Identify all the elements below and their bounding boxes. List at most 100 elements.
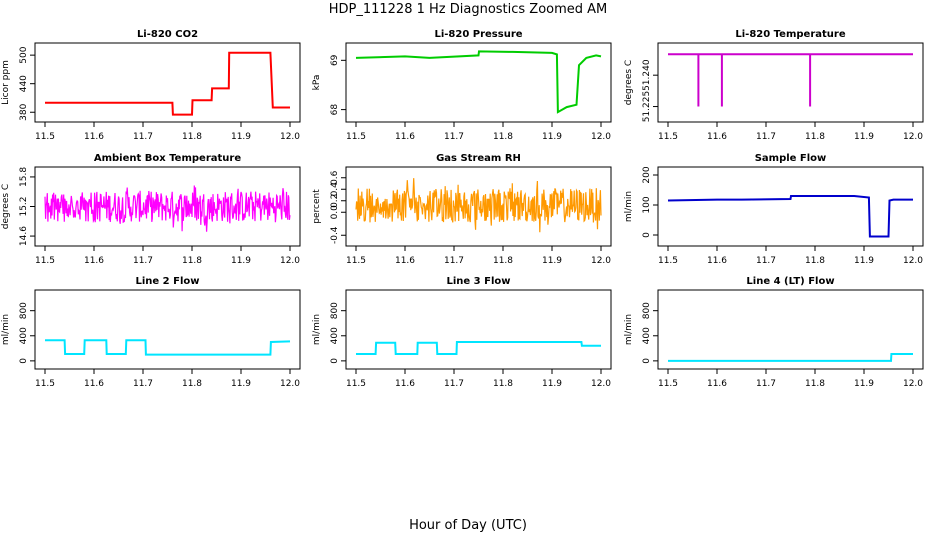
y-tick-label: -0.4 [330, 226, 340, 244]
x-tick-label: 12.0 [591, 256, 611, 266]
x-tick-label: 11.5 [658, 379, 678, 389]
y-axis-label: degrees C [1, 184, 11, 229]
x-tick-label: 11.6 [395, 132, 415, 142]
x-tick-label: 11.6 [84, 132, 104, 142]
y-tick-label: 0.4 [330, 182, 340, 197]
x-tick-label: 11.8 [182, 256, 202, 266]
x-tick-label: 11.6 [707, 132, 727, 142]
panel-title: Ambient Box Temperature [94, 153, 241, 164]
x-tick-label: 12.0 [591, 132, 611, 142]
x-tick-label: 11.5 [346, 132, 366, 142]
panel-title: Li-820 Pressure [434, 29, 522, 40]
series-line [355, 178, 602, 233]
x-tick-label: 11.6 [395, 256, 415, 266]
x-tick-label: 11.6 [707, 256, 727, 266]
plot-frame [34, 42, 301, 123]
x-tick-label: 12.0 [280, 132, 300, 142]
x-tick-label: 11.8 [493, 132, 513, 142]
panel-7: Line 2 Flow 11.5 11.6 11.7 11.8 11.9 12.0 0 400 8… [1, 276, 301, 389]
panel-3: Li-820 Temperature 11.5 11.6 11.7 11.8 11.9 12… [624, 29, 924, 142]
y-tick-label: 51.240 [642, 59, 652, 91]
x-tick-label: 12.0 [591, 379, 611, 389]
y-tick-label: 69 [330, 54, 340, 66]
x-tick-label: 11.6 [84, 379, 104, 389]
x-tick-label: 12.0 [280, 379, 300, 389]
series-line [45, 339, 291, 356]
plot-frame [657, 289, 924, 370]
x-tick-label: 11.5 [658, 256, 678, 266]
x-tick-label: 11.9 [231, 379, 251, 389]
x-tick-label: 11.8 [182, 379, 202, 389]
x-tick-label: 11.5 [346, 379, 366, 389]
x-tick-label: 11.5 [658, 132, 678, 142]
x-tick-label: 11.7 [444, 379, 464, 389]
x-tick-label: 11.7 [756, 379, 776, 389]
x-tick-label: 11.9 [854, 379, 874, 389]
y-tick-label: 15.8 [19, 167, 29, 187]
x-tick-label: 11.6 [707, 379, 727, 389]
y-tick-label: 68 [330, 104, 340, 116]
panel-title: Line 2 Flow [136, 276, 200, 287]
y-axis-label: Licor ppm [1, 60, 11, 105]
x-tick-label: 11.7 [756, 132, 776, 142]
x-tick-label: 11.5 [35, 379, 55, 389]
x-tick-label: 11.7 [133, 256, 153, 266]
panel-4: Ambient Box Temperature 11.5 11.6 11.7 11.8 1… [1, 153, 301, 266]
y-tick-label: 800 [642, 302, 652, 319]
series-line [355, 50, 602, 114]
y-tick-label: 0 [642, 358, 652, 364]
y-tick-label: 380 [19, 103, 29, 120]
x-tick-label: 11.7 [756, 256, 776, 266]
series-line [667, 195, 913, 238]
x-tick-label: 12.0 [903, 256, 923, 266]
x-tick-label: 11.7 [133, 379, 153, 389]
series-line [356, 341, 601, 355]
y-tick-label: 800 [330, 302, 340, 319]
x-tick-label: 12.0 [280, 256, 300, 266]
panel-8: Line 3 Flow 11.5 11.6 11.7 11.8 11.9 12.0 0 400 8… [312, 276, 612, 389]
series-line [668, 353, 913, 362]
y-tick-label: 400 [330, 327, 340, 344]
y-tick-label: 51.225 [642, 91, 652, 123]
panel-title: Gas Stream RH [436, 153, 521, 164]
x-tick-label: 11.7 [444, 132, 464, 142]
y-axis-label: ml/min [624, 191, 634, 222]
y-tick-label: 0 [330, 358, 340, 364]
x-tick-label: 12.0 [903, 379, 923, 389]
x-tick-label: 11.8 [805, 256, 825, 266]
x-tick-label: 11.5 [346, 256, 366, 266]
x-tick-label: 11.8 [805, 379, 825, 389]
panel-2: Li-820 Pressure 11.5 11.6 11.7 11.8 11.9 12.0 6… [312, 29, 612, 142]
y-axis-label: ml/min [624, 314, 634, 345]
x-tick-label: 11.8 [182, 132, 202, 142]
y-axis-label: ml/min [1, 314, 11, 345]
y-tick-label: 14.6 [19, 226, 29, 246]
plot-frame [34, 289, 301, 370]
x-tick-label: 11.6 [84, 256, 104, 266]
x-tick-label: 11.7 [444, 256, 464, 266]
y-axis-label: ml/min [312, 314, 322, 345]
x-tick-label: 11.7 [133, 132, 153, 142]
y-tick-label: 800 [19, 302, 29, 319]
panel-title: Line 3 Flow [447, 276, 511, 287]
x-tick-label: 11.9 [231, 256, 251, 266]
y-tick-label: 440 [19, 75, 29, 92]
x-tick-label: 11.5 [35, 132, 55, 142]
x-tick-label: 11.9 [542, 132, 562, 142]
panel-title: Li-820 Temperature [735, 29, 845, 40]
x-axis-label: Hour of Day (UTC) [409, 518, 527, 533]
x-tick-label: 11.8 [493, 256, 513, 266]
x-tick-label: 11.5 [35, 256, 55, 266]
plot-frame [345, 289, 612, 370]
y-tick-label: 0.0 [330, 205, 340, 220]
x-tick-label: 11.8 [493, 379, 513, 389]
y-tick-label: 0.6 [330, 170, 340, 185]
y-tick-label: 400 [19, 327, 29, 344]
x-tick-label: 11.9 [542, 379, 562, 389]
panel-5: Gas Stream RH 11.5 11.6 11.7 11.8 11.9 12.0 -0.… [312, 153, 612, 266]
panel-6: Sample Flow 11.5 11.6 11.7 11.8 11.9 12.0 0 100 2… [624, 153, 924, 266]
y-tick-label: 0 [642, 232, 652, 238]
y-tick-label: 400 [642, 327, 652, 344]
x-tick-label: 11.8 [805, 132, 825, 142]
